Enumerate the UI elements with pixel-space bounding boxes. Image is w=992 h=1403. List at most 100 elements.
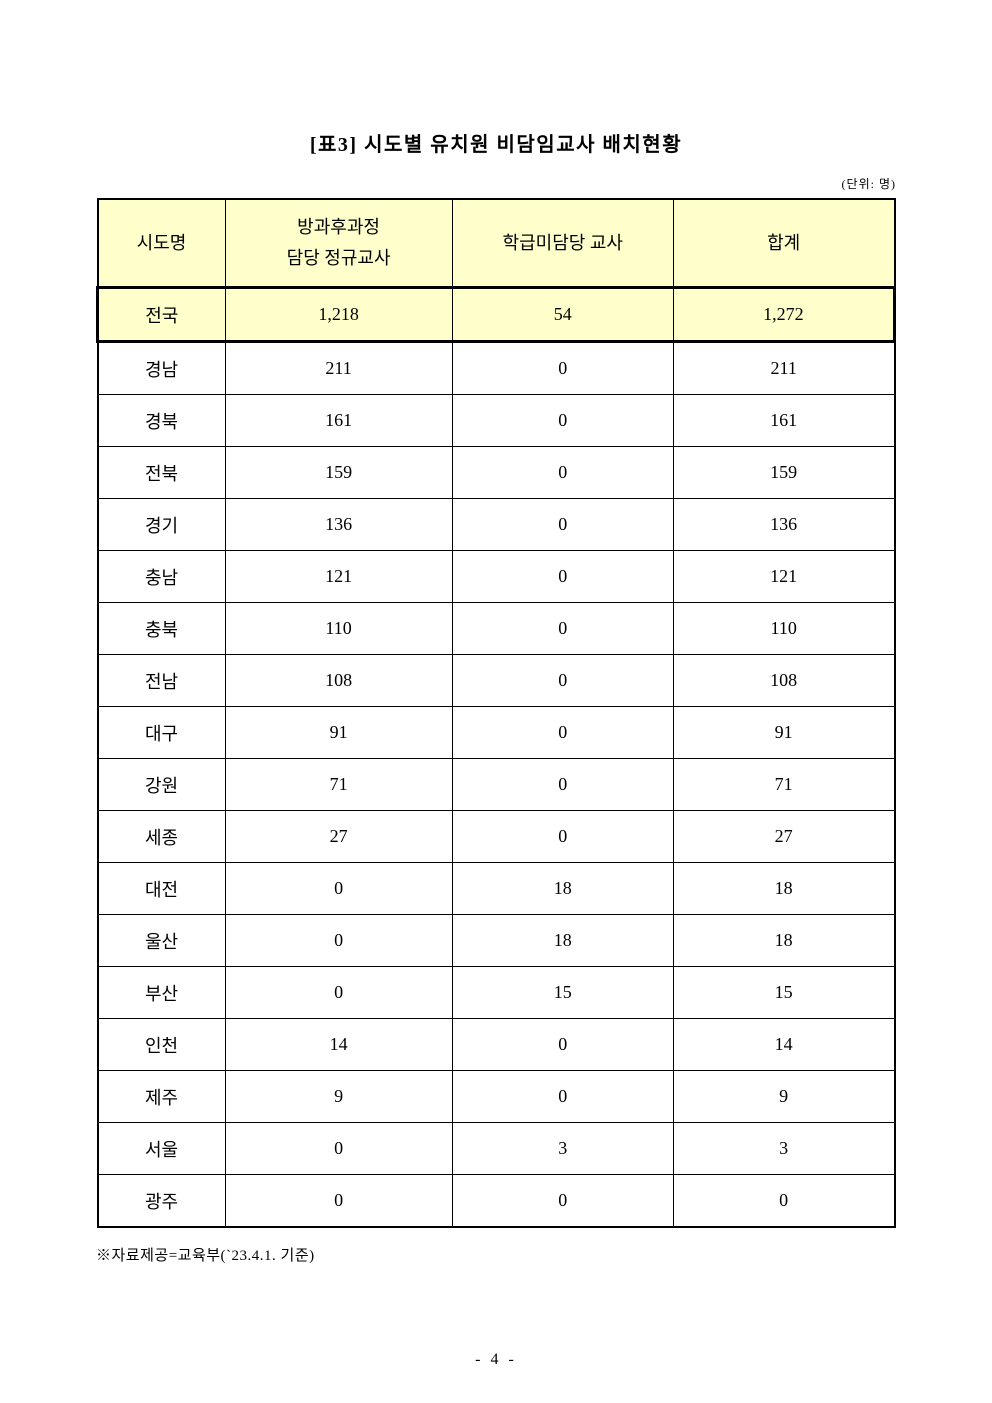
value-cell: 3 [451, 1122, 674, 1175]
value-cell: 211 [224, 341, 453, 395]
table-row: 광주 0 0 0 [97, 1174, 896, 1228]
column-header-afterschool: 방과후과정 담당 정규교사 [224, 198, 453, 288]
page-number: - 4 - [475, 1351, 517, 1368]
value-cell: 211 [672, 341, 896, 395]
table-row: 충북 110 0 110 [97, 602, 896, 655]
value-cell: 159 [672, 446, 896, 499]
value-cell: 0 [451, 394, 674, 447]
placement-table: 시도명 방과후과정 담당 정규교사 학급미담당 교사 합계 전국 1,218 5… [96, 198, 897, 1228]
value-cell: 18 [451, 862, 674, 915]
value-cell: 18 [672, 914, 896, 967]
value-cell: 9 [672, 1070, 896, 1123]
table-row: 경북 161 0 161 [97, 394, 896, 447]
table-row: 강원 71 0 71 [97, 758, 896, 811]
region-cell: 세종 [97, 810, 226, 863]
value-cell: 15 [451, 966, 674, 1019]
value-cell: 108 [672, 654, 896, 707]
value-cell: 27 [672, 810, 896, 863]
value-cell: 18 [451, 914, 674, 967]
value-cell: 161 [672, 394, 896, 447]
value-cell: 27 [224, 810, 453, 863]
page-title: [표3] 시도별 유치원 비담임교사 배치현황 [309, 134, 683, 156]
value-cell: 110 [672, 602, 896, 655]
value-cell: 0 [451, 758, 674, 811]
value-cell: 18 [672, 862, 896, 915]
region-cell: 전북 [97, 446, 226, 499]
value-cell: 0 [451, 706, 674, 759]
table-row: 울산 0 18 18 [97, 914, 896, 967]
column-header-total: 합계 [672, 198, 896, 288]
value-cell: 14 [224, 1018, 453, 1071]
source-footnote: ※자료제공=교육부(`23.4.1. 기준) [96, 1248, 315, 1264]
value-cell: 14 [672, 1018, 896, 1071]
table-row: 경기 136 0 136 [97, 498, 896, 551]
region-cell: 경북 [97, 394, 226, 447]
value-cell: 0 [451, 498, 674, 551]
table-row: 부산 0 15 15 [97, 966, 896, 1019]
region-cell: 인천 [97, 1018, 226, 1071]
value-cell: 1,272 [672, 286, 897, 343]
table-row: 인천 14 0 14 [97, 1018, 896, 1071]
value-cell: 110 [224, 602, 453, 655]
table-row: 대구 91 0 91 [97, 706, 896, 759]
value-cell: 0 [451, 341, 674, 395]
value-cell: 0 [224, 1122, 453, 1175]
value-cell: 71 [672, 758, 896, 811]
value-cell: 0 [224, 1174, 453, 1228]
column-header-afterschool-line2: 담당 정규교사 [286, 248, 391, 268]
region-cell: 제주 [97, 1070, 226, 1123]
value-cell: 0 [451, 446, 674, 499]
region-cell: 울산 [97, 914, 226, 967]
value-cell: 0 [224, 914, 453, 967]
value-cell: 15 [672, 966, 896, 1019]
value-cell: 0 [224, 966, 453, 1019]
value-cell: 0 [451, 1070, 674, 1123]
column-header-region: 시도명 [97, 198, 226, 288]
table-row: 전북 159 0 159 [97, 446, 896, 499]
value-cell: 91 [224, 706, 453, 759]
value-cell: 108 [224, 654, 453, 707]
column-header-unassigned: 학급미담당 교사 [451, 198, 674, 288]
total-row: 전국 1,218 54 1,272 [96, 286, 897, 343]
value-cell: 121 [672, 550, 896, 603]
region-cell: 대구 [97, 706, 226, 759]
value-cell: 0 [451, 654, 674, 707]
value-cell: 0 [224, 862, 453, 915]
value-cell: 9 [224, 1070, 453, 1123]
region-cell: 서울 [97, 1122, 226, 1175]
value-cell: 136 [672, 498, 896, 551]
value-cell: 3 [672, 1122, 896, 1175]
region-cell: 충북 [97, 602, 226, 655]
value-cell: 0 [451, 550, 674, 603]
value-cell: 71 [224, 758, 453, 811]
value-cell: 0 [451, 602, 674, 655]
value-cell: 0 [451, 1174, 674, 1228]
column-header-afterschool-line1: 방과후과정 [297, 217, 380, 238]
header-row: 시도명 방과후과정 담당 정규교사 학급미담당 교사 합계 [97, 198, 896, 288]
value-cell: 121 [224, 550, 453, 603]
region-cell: 전국 [96, 286, 226, 343]
value-cell: 1,218 [224, 286, 453, 343]
value-cell: 0 [451, 810, 674, 863]
value-cell: 0 [672, 1174, 896, 1228]
table-row: 세종 27 0 27 [97, 810, 896, 863]
table-row: 경남 211 0 211 [97, 341, 896, 395]
region-cell: 전남 [97, 654, 226, 707]
region-cell: 경남 [97, 341, 226, 395]
region-cell: 부산 [97, 966, 226, 1019]
table-row: 서울 0 3 3 [97, 1122, 896, 1175]
value-cell: 0 [451, 1018, 674, 1071]
region-cell: 대전 [97, 862, 226, 915]
table-row: 충남 121 0 121 [97, 550, 896, 603]
value-cell: 136 [224, 498, 453, 551]
table-row: 제주 9 0 9 [97, 1070, 896, 1123]
region-cell: 경기 [97, 498, 226, 551]
document-page: [표3] 시도별 유치원 비담임교사 배치현황 (단위: 명) 시도명 방과후과… [96, 0, 897, 1369]
region-cell: 광주 [97, 1174, 226, 1228]
value-cell: 54 [451, 286, 674, 343]
region-cell: 충남 [97, 550, 226, 603]
unit-note: (단위: 명) [841, 177, 896, 191]
value-cell: 159 [224, 446, 453, 499]
table-row: 전남 108 0 108 [97, 654, 896, 707]
table-row: 대전 0 18 18 [97, 862, 896, 915]
